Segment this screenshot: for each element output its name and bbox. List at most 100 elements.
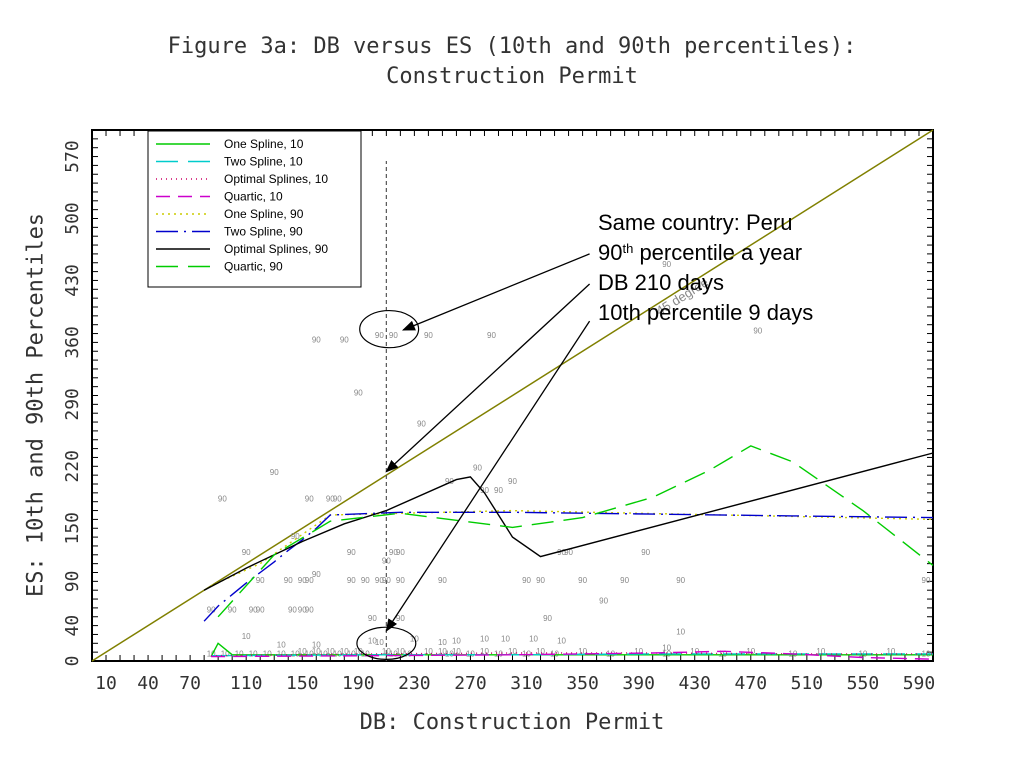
x-tick-label: 150	[286, 673, 319, 694]
point-label-90: 90	[382, 576, 391, 585]
y-tick-label: 150	[62, 512, 83, 545]
point-label-90: 90	[368, 614, 377, 623]
legend-label-3: Optimal Splines, 10	[224, 172, 328, 186]
point-label-10: 10	[221, 650, 230, 659]
point-label-90: 90	[298, 576, 307, 585]
point-label-90: 90	[382, 557, 391, 566]
series-line-7	[203, 452, 934, 591]
y-tick-label: 430	[62, 264, 83, 297]
point-label-90: 90	[641, 548, 650, 557]
x-tick-label: 310	[510, 673, 543, 694]
series-line-1	[210, 642, 933, 657]
point-label-10: 10	[578, 647, 587, 656]
annotation-line-4: 10th percentile 9 days	[598, 300, 813, 325]
point-label-90: 90	[249, 605, 258, 614]
point-label-90: 90	[326, 495, 335, 504]
point-label-90: 90	[218, 495, 227, 504]
point-label-10: 10	[389, 650, 398, 659]
point-label-90: 90	[522, 576, 531, 585]
point-label-10: 10	[508, 647, 517, 656]
x-tick-label: 110	[230, 673, 263, 694]
point-label-10: 10	[263, 650, 272, 659]
point-label-90: 90	[375, 576, 384, 585]
x-tick-label: 230	[398, 673, 431, 694]
point-label-10: 10	[501, 635, 510, 644]
point-label-10: 10	[333, 650, 342, 659]
y-tick-label: 360	[62, 326, 83, 359]
point-label-10: 10	[536, 647, 545, 656]
point-label-90: 90	[508, 477, 517, 486]
x-tick-label: 590	[903, 673, 936, 694]
y-tick-label: 570	[62, 140, 83, 173]
point-label-90: 90	[417, 419, 426, 428]
annotation-arrow-2	[385, 283, 591, 473]
point-label-90: 90	[354, 389, 363, 398]
point-label-10: 10	[452, 647, 461, 656]
series-line-3	[211, 652, 933, 657]
annotation-arrow-3	[385, 320, 591, 632]
point-label-10: 10	[445, 650, 454, 659]
x-tick-label: 190	[342, 673, 375, 694]
point-label-10: 10	[375, 638, 384, 647]
x-tick-label: 70	[179, 673, 201, 694]
legend-label-2: Two Spline, 10	[224, 155, 303, 169]
point-label-90: 90	[557, 548, 566, 557]
point-label-90: 90	[333, 495, 342, 504]
point-label-10: 10	[382, 647, 391, 656]
point-label-90: 90	[487, 331, 496, 340]
point-label-10: 10	[718, 650, 727, 659]
point-label-90: 90	[270, 468, 279, 477]
reference-line-45-degree	[91, 129, 934, 662]
point-label-90: 90	[256, 576, 265, 585]
point-label-10: 10	[452, 636, 461, 645]
chart-title: Figure 3a: DB versus ES (10th and 90th p…	[167, 34, 857, 59]
point-label-10: 10	[235, 650, 244, 659]
point-label-10: 10	[312, 641, 321, 650]
point-label-90: 90	[347, 576, 356, 585]
point-label-10: 10	[319, 650, 328, 659]
point-label-10: 10	[494, 650, 503, 659]
x-tick-label: 10	[95, 673, 117, 694]
point-label-10: 10	[242, 632, 251, 641]
x-tick-label: 40	[137, 673, 159, 694]
y-tick-label: 500	[62, 202, 83, 235]
point-label-90: 90	[361, 576, 370, 585]
point-label-10: 10	[305, 650, 314, 659]
legend-label-7: Optimal Splines, 90	[224, 242, 328, 256]
series-line-8	[217, 445, 934, 618]
x-tick-label: 510	[791, 673, 824, 694]
x-tick-label: 390	[622, 673, 655, 694]
point-label-90: 90	[340, 335, 349, 344]
y-tick-label: 40	[62, 615, 83, 637]
y-tick-label: 90	[62, 571, 83, 593]
point-label-90: 90	[396, 614, 405, 623]
point-label-10: 10	[298, 647, 307, 656]
point-label-90: 90	[445, 477, 454, 486]
point-label-10: 10	[368, 636, 377, 645]
point-label-10: 10	[886, 647, 895, 656]
point-label-90: 90	[305, 495, 314, 504]
point-label-90: 90	[543, 614, 552, 623]
point-label-90: 90	[389, 548, 398, 557]
point-label-10: 10	[396, 647, 405, 656]
legend-label-1: One Spline, 10	[224, 137, 304, 151]
legend-box	[147, 130, 362, 288]
point-label-90: 90	[284, 576, 293, 585]
point-label-90: 90	[424, 331, 433, 340]
point-label-10: 10	[326, 647, 335, 656]
point-label-90: 90	[242, 548, 251, 557]
point-label-10: 10	[480, 647, 489, 656]
point-label-10: 10	[634, 647, 643, 656]
point-label-90: 90	[676, 576, 685, 585]
point-label-10: 10	[340, 647, 349, 656]
point-label-10: 10	[690, 647, 699, 656]
point-label-90: 90	[396, 576, 405, 585]
point-label-10: 10	[277, 650, 286, 659]
legend-label-5: One Spline, 90	[224, 207, 304, 221]
y-tick-label: 290	[62, 388, 83, 421]
point-label-90: 90	[298, 605, 307, 614]
point-label-90: 90	[389, 331, 398, 340]
y-tick-label: 220	[62, 450, 83, 483]
point-label-90: 90	[256, 605, 265, 614]
